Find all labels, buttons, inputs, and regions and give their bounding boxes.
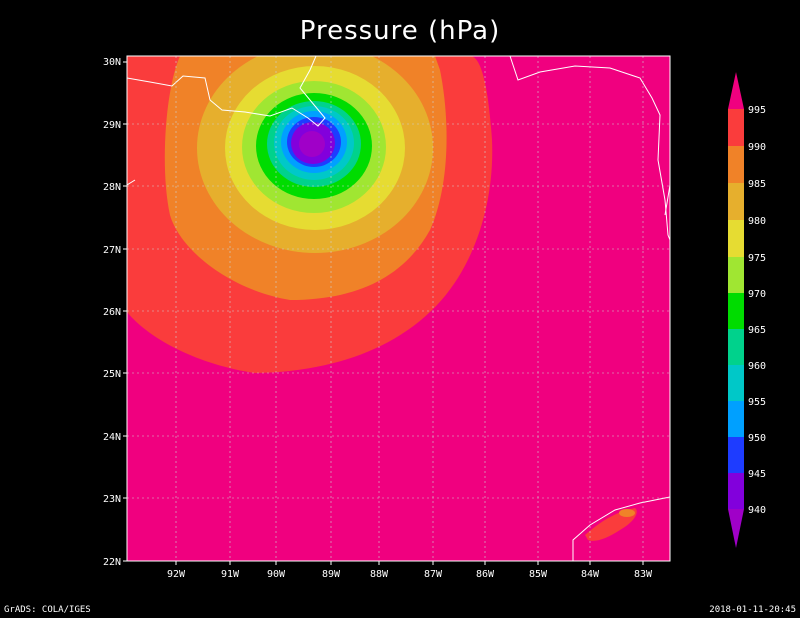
lat-tick-label: 28N [103,182,121,193]
colorbar-label: 990 [748,142,766,153]
lat-tick-label: 26N [103,307,121,318]
colorbar-label: 980 [748,216,766,227]
lon-tick-label: 85W [529,569,548,580]
contour-min [299,131,325,157]
colorbar-segment [728,437,744,473]
colorbar-top-arrow [728,72,744,109]
colorbar-label: 985 [748,179,766,190]
lat-tick-label: 29N [103,120,121,131]
map-frame [126,55,671,562]
colorbar-segment [728,146,744,183]
lat-tick-label: 27N [103,245,121,256]
coastline [127,56,670,561]
colorbar-segment [728,257,744,293]
colorbar-label: 940 [748,505,766,516]
lon-tick-label: 90W [267,569,286,580]
lon-tick-label: 83W [634,569,653,580]
lat-tick-label: 25N [103,369,121,380]
footer-timestamp: 2018-01-11-20:45 [709,605,796,615]
colorbar-segment [728,365,744,401]
colorbar-segment [728,183,744,220]
lon-tick-label: 87W [424,569,443,580]
pressure-contour-fill [127,56,637,541]
contour-985-south [619,509,635,517]
lon-tick-label: 89W [322,569,341,580]
footer-credit: GrADS: COLA/IGES [4,605,91,615]
colorbar-label: 960 [748,361,766,372]
colorbar-segment [728,109,744,146]
colorbar-segment [728,220,744,257]
colorbar-bottom-arrow [728,509,744,548]
lat-tick-label: 22N [103,557,121,568]
colorbar-segment [728,401,744,437]
colorbar-segment [728,329,744,365]
lon-axis: 92W 91W 90W 89W 88W 87W 86W 85W 84W 83W [167,561,653,580]
lat-axis: 30N 29N 28N 27N 26N 25N 24N 23N 22N [103,57,127,568]
colorbar-segment [728,293,744,329]
colorbar-label: 955 [748,397,766,408]
colorbar-label: 975 [748,253,766,264]
colorbar-label: 950 [748,433,766,444]
colorbar-label: 965 [748,325,766,336]
lat-tick-label: 23N [103,494,121,505]
lon-tick-label: 91W [221,569,240,580]
map-plot-area [127,56,670,561]
lat-tick-label: 24N [103,432,121,443]
colorbar-label: 970 [748,289,766,300]
lat-tick-label: 30N [103,57,121,68]
grid [127,56,670,561]
colorbar-segment [728,473,744,509]
lon-tick-label: 92W [167,569,186,580]
lon-tick-label: 88W [370,569,389,580]
colorbar-label: 995 [748,105,766,116]
lon-tick-label: 84W [581,569,600,580]
colorbar: 995 990 985 980 975 970 965 960 955 950 … [728,72,766,548]
lon-tick-label: 86W [476,569,495,580]
colorbar-label: 945 [748,469,766,480]
plot-title: Pressure (hPa) [299,16,501,46]
